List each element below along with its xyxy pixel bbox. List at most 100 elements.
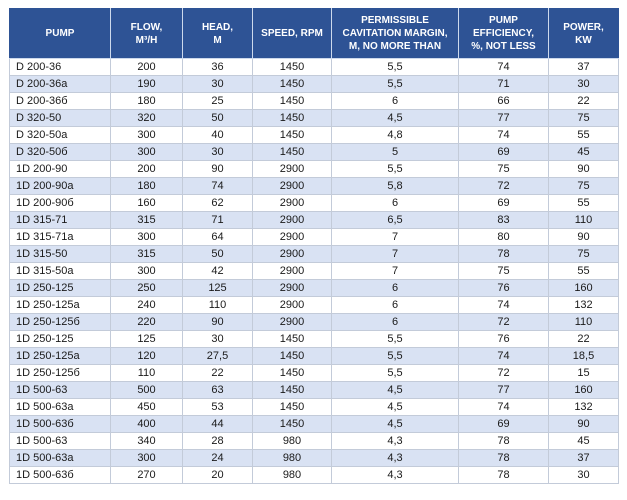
cell-head: 53 bbox=[182, 398, 253, 416]
cell-speed: 2900 bbox=[252, 245, 332, 263]
cell-efficiency: 77 bbox=[458, 109, 549, 127]
table-row: 1D 250-125б 110 22 1450 5,5 72 15 bbox=[9, 364, 619, 382]
cell-speed: 2900 bbox=[252, 279, 332, 297]
cell-efficiency: 75 bbox=[458, 262, 549, 280]
column-header-line: HEAD, bbox=[201, 21, 234, 33]
cell-speed: 1450 bbox=[252, 75, 332, 93]
cell-cavitation: 7 bbox=[331, 245, 459, 263]
cell-head: 63 bbox=[182, 381, 253, 399]
column-header-line: %, NOT LESS bbox=[471, 41, 536, 52]
column-header-cavitation: PERMISSIBLE CAVITATION MARGIN, M, NO MORE … bbox=[331, 8, 459, 59]
cell-pump: 1D 250-125a bbox=[9, 296, 111, 314]
cell-efficiency: 78 bbox=[458, 466, 549, 484]
table-row: 1D 315-71 315 71 2900 6,5 83 110 bbox=[9, 211, 619, 229]
cell-flow: 300 bbox=[110, 126, 183, 144]
cell-flow: 320 bbox=[110, 109, 183, 127]
cell-cavitation: 5,5 bbox=[331, 75, 459, 93]
cell-flow: 180 bbox=[110, 177, 183, 195]
cell-efficiency: 74 bbox=[458, 398, 549, 416]
cell-cavitation: 6,5 bbox=[331, 211, 459, 229]
table-header: PUMP FLOW, M³/H HEAD, M SPEED, RPM PERMISSIBLE… bbox=[9, 8, 619, 59]
cell-efficiency: 74 bbox=[458, 296, 549, 314]
table-row: D 200-36a 190 30 1450 5,5 71 30 bbox=[9, 75, 619, 93]
cell-pump: 1D 200-90б bbox=[9, 194, 111, 212]
cell-cavitation: 5,5 bbox=[331, 364, 459, 382]
cell-speed: 2900 bbox=[252, 313, 332, 331]
cell-flow: 110 bbox=[110, 364, 183, 382]
cell-efficiency: 83 bbox=[458, 211, 549, 229]
cell-power: 22 bbox=[548, 330, 619, 348]
column-header-line: PUMP bbox=[489, 15, 518, 26]
cell-efficiency: 74 bbox=[458, 58, 549, 76]
cell-head: 90 bbox=[182, 160, 253, 178]
cell-cavitation: 4,3 bbox=[331, 466, 459, 484]
cell-power: 37 bbox=[548, 58, 619, 76]
cell-cavitation: 7 bbox=[331, 228, 459, 246]
cell-head: 44 bbox=[182, 415, 253, 433]
cell-flow: 300 bbox=[110, 143, 183, 161]
cell-cavitation: 4,5 bbox=[331, 109, 459, 127]
cell-cavitation: 6 bbox=[331, 313, 459, 331]
cell-flow: 180 bbox=[110, 92, 183, 110]
column-header-line: PUMP bbox=[45, 28, 75, 39]
cell-speed: 1450 bbox=[252, 415, 332, 433]
column-header-line: PERMISSIBLE bbox=[361, 15, 429, 26]
cell-cavitation: 6 bbox=[331, 279, 459, 297]
cell-power: 30 bbox=[548, 466, 619, 484]
cell-speed: 980 bbox=[252, 466, 332, 484]
table-row: D 320-50б 300 30 1450 5 69 45 bbox=[9, 143, 619, 161]
cell-speed: 2900 bbox=[252, 296, 332, 314]
cell-pump: 1D 250-125б bbox=[9, 364, 111, 382]
cell-pump: 1D 250-125 bbox=[9, 330, 111, 348]
cell-speed: 1450 bbox=[252, 126, 332, 144]
cell-head: 50 bbox=[182, 109, 253, 127]
cell-head: 22 bbox=[182, 364, 253, 382]
cell-flow: 315 bbox=[110, 245, 183, 263]
cell-power: 132 bbox=[548, 296, 619, 314]
cell-speed: 1450 bbox=[252, 143, 332, 161]
cell-head: 40 bbox=[182, 126, 253, 144]
cell-power: 45 bbox=[548, 143, 619, 161]
cell-flow: 450 bbox=[110, 398, 183, 416]
cell-efficiency: 69 bbox=[458, 194, 549, 212]
cell-flow: 220 bbox=[110, 313, 183, 331]
cell-power: 90 bbox=[548, 228, 619, 246]
column-header-line: M³/H bbox=[135, 34, 158, 46]
cell-efficiency: 69 bbox=[458, 143, 549, 161]
table-row: 1D 200-90 200 90 2900 5,5 75 90 bbox=[9, 160, 619, 178]
cell-flow: 315 bbox=[110, 211, 183, 229]
cell-head: 28 bbox=[182, 432, 253, 450]
cell-power: 110 bbox=[548, 211, 619, 229]
column-header-line: M, NO MORE THAN bbox=[348, 41, 442, 52]
cell-cavitation: 4,3 bbox=[331, 449, 459, 467]
table-row: 1D 250-125б 220 90 2900 6 72 110 bbox=[9, 313, 619, 331]
cell-head: 27,5 bbox=[182, 347, 253, 365]
cell-power: 160 bbox=[548, 381, 619, 399]
cell-efficiency: 69 bbox=[458, 415, 549, 433]
cell-flow: 400 bbox=[110, 415, 183, 433]
cell-speed: 1450 bbox=[252, 109, 332, 127]
cell-power: 55 bbox=[548, 262, 619, 280]
column-header-line: M bbox=[213, 34, 222, 46]
table-row: D 200-36б 180 25 1450 6 66 22 bbox=[9, 92, 619, 110]
cell-speed: 1450 bbox=[252, 58, 332, 76]
cell-power: 37 bbox=[548, 449, 619, 467]
cell-power: 90 bbox=[548, 160, 619, 178]
cell-head: 62 bbox=[182, 194, 253, 212]
cell-efficiency: 78 bbox=[458, 432, 549, 450]
cell-speed: 1450 bbox=[252, 398, 332, 416]
cell-power: 75 bbox=[548, 109, 619, 127]
cell-speed: 1450 bbox=[252, 381, 332, 399]
table-body: D 200-36 200 36 1450 5,5 74 37 D 200-36a 190 30 14… bbox=[9, 58, 619, 484]
column-header-head: HEAD, M bbox=[182, 8, 253, 59]
cell-cavitation: 6 bbox=[331, 92, 459, 110]
cell-efficiency: 78 bbox=[458, 449, 549, 467]
cell-speed: 980 bbox=[252, 449, 332, 467]
cell-pump: 1D 250-125б bbox=[9, 313, 111, 331]
cell-flow: 190 bbox=[110, 75, 183, 93]
cell-power: 15 bbox=[548, 364, 619, 382]
cell-pump: D 200-36б bbox=[9, 92, 111, 110]
cell-pump: 1D 315-50 bbox=[9, 245, 111, 263]
cell-cavitation: 4,3 bbox=[331, 432, 459, 450]
table-row: 1D 315-50 315 50 2900 7 78 75 bbox=[9, 245, 619, 263]
